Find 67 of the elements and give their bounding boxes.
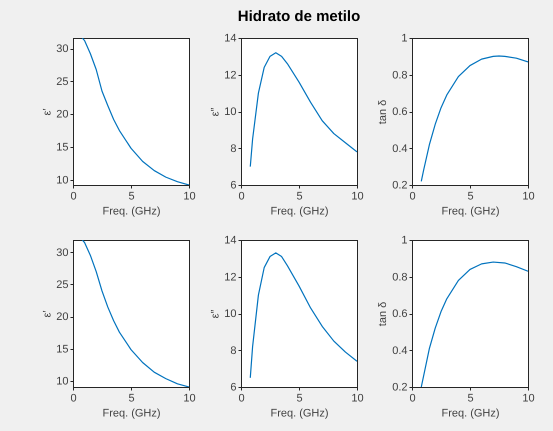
x-tick-label: 5	[128, 392, 135, 404]
y-tick-label: 12	[224, 69, 236, 82]
y-tick-label: 30	[56, 246, 68, 259]
x-tick-label: 5	[128, 190, 135, 202]
x-tick-label: 10	[522, 392, 535, 404]
y-tick-label: 8	[230, 344, 236, 357]
y-tick-label: 25	[56, 278, 68, 291]
y-tick-label: 12	[224, 271, 236, 284]
y-tick-label: 1	[401, 234, 408, 246]
x-tick-label: 10	[351, 190, 364, 202]
y-tick-label: 10	[56, 174, 68, 186]
line-series	[420, 55, 528, 182]
y-tick-label: 30	[56, 43, 68, 55]
y-tick-label: 0.2	[392, 180, 408, 192]
y-tick-label: 20	[56, 311, 68, 324]
x-tick-label: 0	[238, 392, 245, 404]
y-tick-label: 15	[56, 343, 68, 356]
line-series	[82, 38, 189, 185]
y-axis-title: ε″	[209, 108, 222, 116]
line-series	[250, 52, 357, 168]
x-tick-label: 0	[409, 392, 416, 404]
x-axis-title: Freq. (GHz)	[441, 408, 500, 420]
x-axis-title: Freq. (GHz)	[270, 408, 329, 420]
x-tick-label: 10	[522, 190, 535, 202]
y-tick-label: 14	[224, 32, 236, 44]
y-axis-title: ε″	[209, 310, 222, 318]
x-tick-label: 10	[183, 190, 196, 202]
y-tick-label: 0.6	[392, 106, 408, 118]
y-tick-label: 10	[224, 308, 236, 320]
x-tick-label: 5	[467, 392, 474, 404]
x-tick-label: 0	[238, 190, 245, 202]
line-series	[82, 240, 189, 387]
y-axis-title: tan δ	[377, 100, 390, 124]
y-tick-label: 0.2	[392, 382, 408, 394]
y-tick-label: 6	[230, 382, 236, 394]
x-axis-title: Freq. (GHz)	[270, 206, 329, 218]
x-tick-label: 0	[70, 190, 77, 202]
chart-title: Hidrato de metilo	[238, 8, 360, 25]
x-tick-label: 0	[409, 190, 416, 202]
y-tick-label: 15	[56, 141, 68, 154]
y-axis-title: ε′	[41, 108, 54, 116]
y-tick-label: 0.6	[392, 308, 408, 320]
x-axis-title: Freq. (GHz)	[102, 206, 161, 218]
line-series	[420, 261, 528, 387]
x-tick-label: 0	[70, 392, 77, 404]
y-tick-label: 6	[230, 180, 236, 192]
x-tick-label: 5	[467, 190, 474, 202]
y-tick-label: 1	[401, 32, 408, 44]
y-tick-label: 0.4	[392, 344, 408, 357]
y-tick-label: 10	[224, 106, 236, 118]
y-axis-title: ε′	[41, 310, 54, 318]
x-axis-title: Freq. (GHz)	[102, 408, 161, 420]
line-series	[250, 252, 357, 378]
x-axis-title: Freq. (GHz)	[441, 206, 500, 218]
x-tick-label: 5	[296, 190, 303, 202]
y-tick-label: 0.4	[392, 142, 408, 155]
y-tick-label: 20	[56, 108, 68, 121]
x-tick-label: 10	[351, 392, 364, 404]
y-tick-label: 8	[230, 142, 236, 155]
y-axis-title: tan δ	[377, 302, 390, 326]
x-tick-label: 5	[296, 392, 303, 404]
x-tick-label: 10	[183, 392, 196, 404]
y-tick-label: 0.8	[392, 271, 408, 284]
y-tick-label: 0.8	[392, 69, 408, 82]
y-tick-label: 14	[224, 234, 236, 246]
y-tick-label: 10	[56, 376, 68, 388]
y-tick-label: 25	[56, 76, 68, 88]
